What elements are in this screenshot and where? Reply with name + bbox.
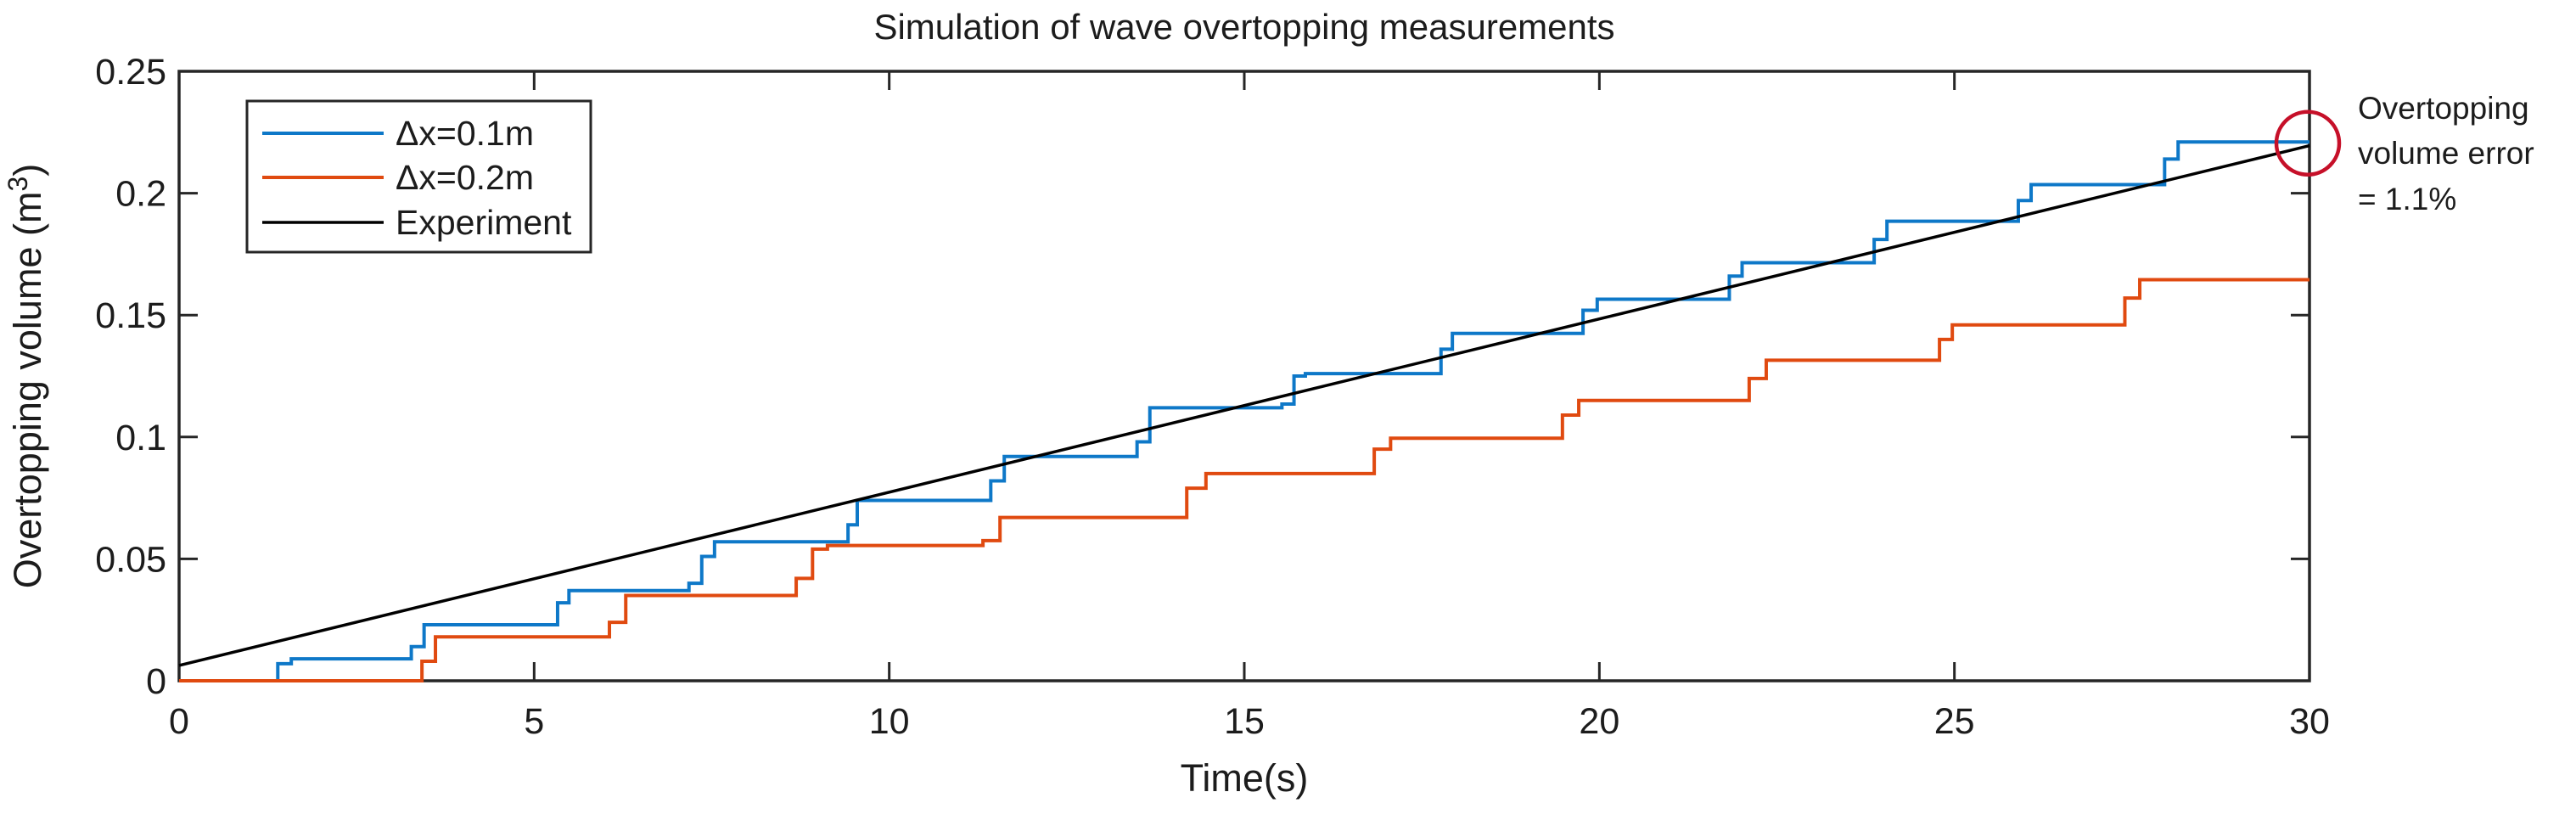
x-tick-label: 0 — [169, 701, 189, 742]
legend-item-dx-0-2m: Δx=0.2m — [396, 158, 534, 197]
legend-item-experiment: Experiment — [396, 203, 572, 242]
y-axis-label-close: ) — [6, 164, 49, 177]
y-tick-label: 0.1 — [115, 418, 166, 458]
y-tick-label: 0.05 — [95, 539, 166, 580]
y-tick-label: 0.2 — [115, 174, 166, 215]
y-tick-label: 0.15 — [95, 295, 166, 336]
legend: Δx=0.1m Δx=0.2m Experiment — [245, 99, 592, 254]
chart-title: Simulation of wave overtopping measureme… — [873, 7, 1614, 47]
x-tick-label: 20 — [1579, 701, 1619, 742]
error-circle-icon — [2274, 110, 2342, 177]
y-axis-label-main: Overtopping volume (m — [6, 192, 49, 589]
legend-item-dx-0-1m: Δx=0.1m — [396, 114, 534, 153]
line-dx-0-1m — [179, 140, 2309, 682]
y-tick-label: 0 — [146, 661, 166, 702]
line-experiment — [178, 143, 2310, 667]
x-tick-label: 25 — [1934, 701, 1975, 742]
annotation: Overtopping volume error = 1.1% — [2274, 91, 2534, 216]
annotation-text-line: = 1.1% — [2358, 182, 2456, 216]
x-tick-label: 30 — [2289, 701, 2330, 742]
y-axis-label-superscript: 3 — [3, 177, 33, 192]
line-dx-0-2m — [179, 278, 2309, 682]
x-axis-label: Time(s) — [1181, 756, 1309, 800]
x-tick-label: 5 — [524, 701, 544, 742]
plot-area: 0 5 10 15 20 25 3000.050.10.150.20.25Δx=0.1mΔx… — [95, 52, 2330, 742]
x-tick-label: 15 — [1224, 701, 1265, 742]
y-axis-label: Overtopping volume (m3) — [3, 164, 49, 589]
annotation-text-line: Overtopping — [2358, 91, 2529, 126]
annotation-text-line: volume error — [2358, 136, 2534, 171]
y-tick-label: 0.25 — [95, 52, 166, 93]
x-tick-label: 10 — [869, 701, 910, 742]
